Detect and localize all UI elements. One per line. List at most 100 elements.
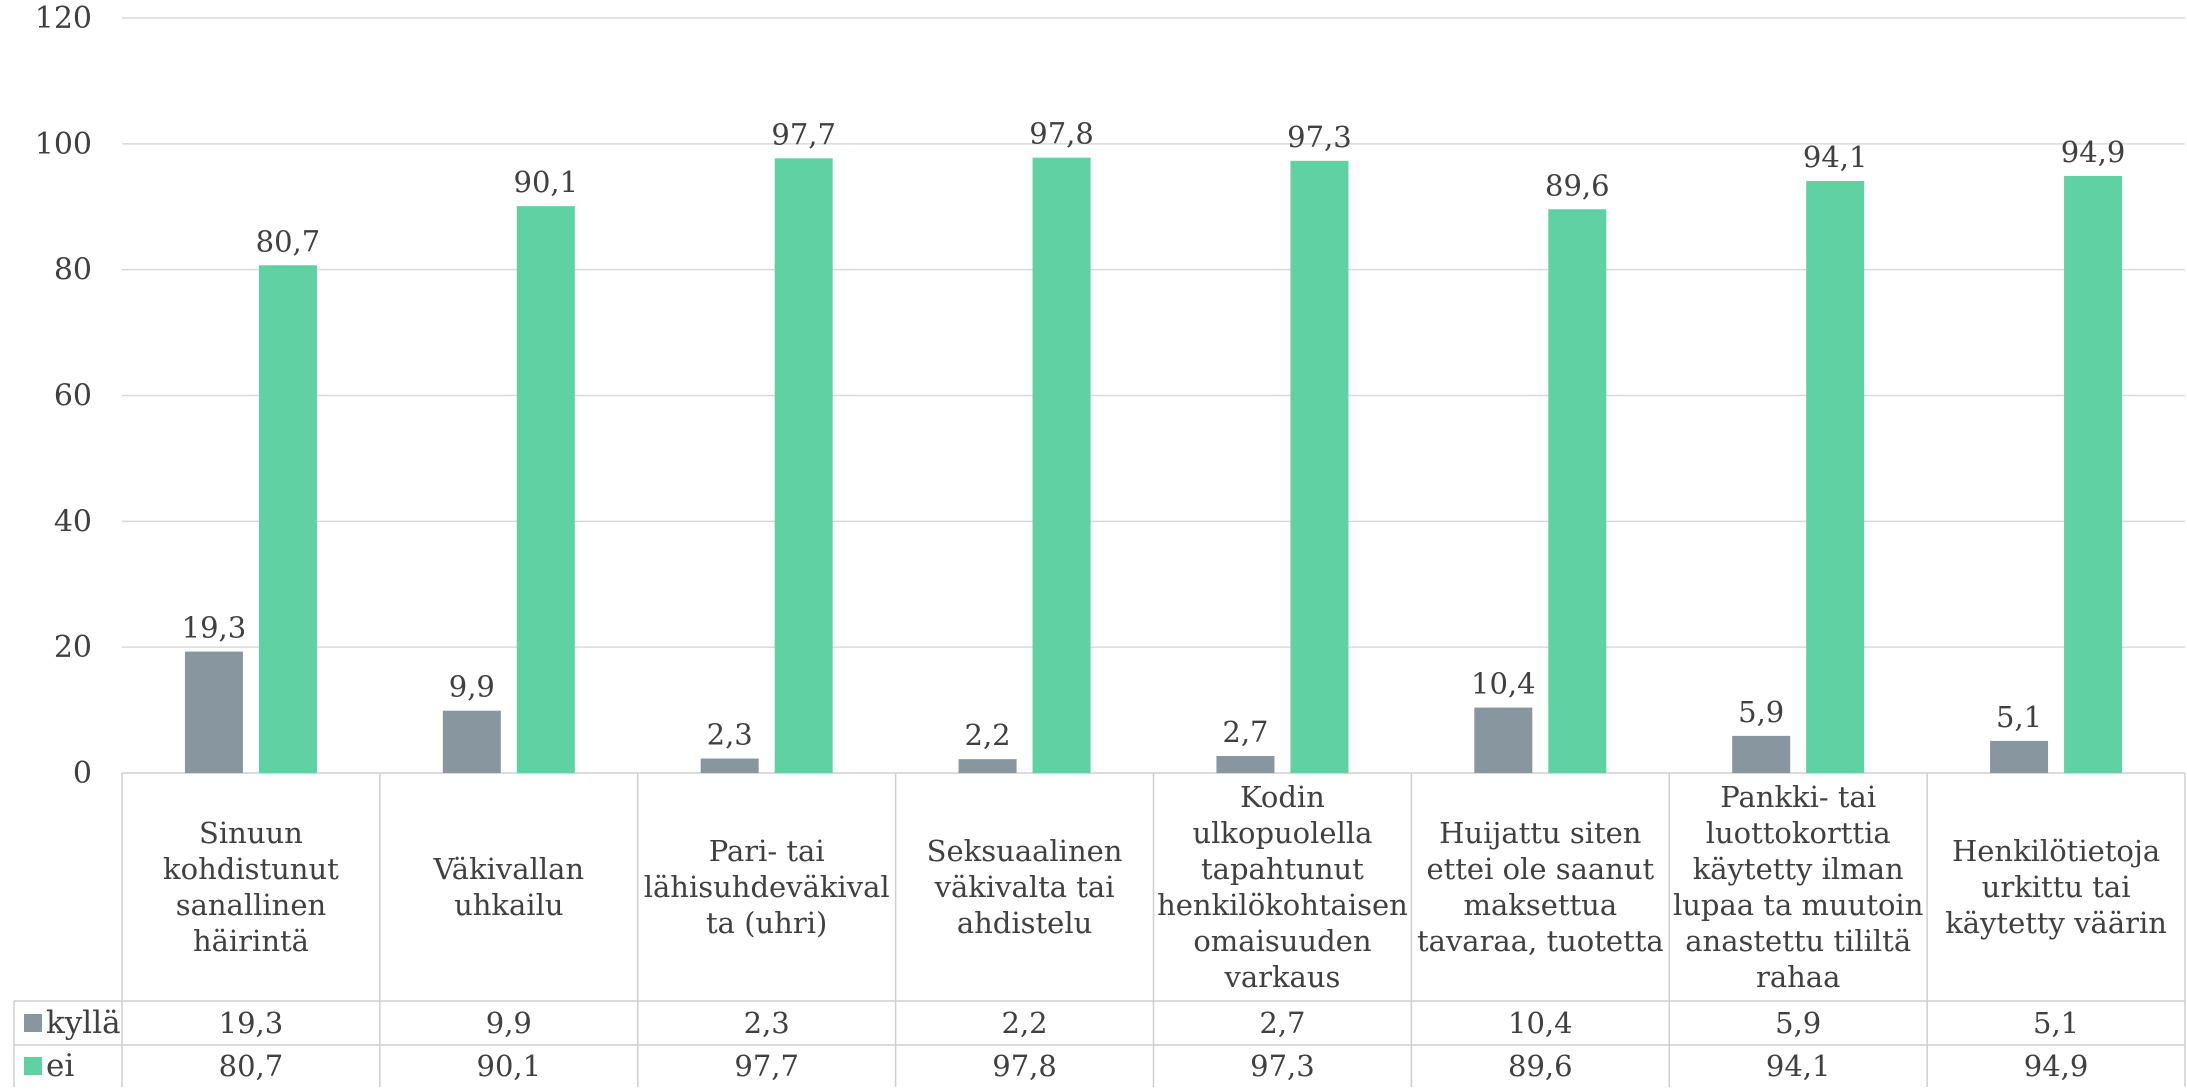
bar-ei [1032,157,1091,774]
category-label-line: urkittu tai [1982,870,2131,904]
category-label-line: ulkopuolella [1192,816,1372,850]
category-label: Henkilötietoja urkittu tai käytetty väärin [1945,834,2167,940]
y-tick-label: 80 [54,253,92,288]
category-label-line: uhkailu [454,888,563,922]
table-value: 2,7 [1259,1006,1305,1040]
bar-kyllä [700,758,759,773]
data-label: 5,1 [1996,700,2042,734]
bar-kyllä [442,710,501,773]
category-label-line: Väkivallan [433,852,585,886]
category-label-line: tapahtunut [1201,852,1364,886]
bar-ei [258,265,317,773]
category-label-line: luottokorttia [1706,816,1891,850]
table-value: 2,3 [744,1006,790,1040]
category-label-line: kohdistunut [163,852,339,886]
category-label-line: tavaraa, tuotetta [1417,924,1664,958]
category-label-line: häirintä [193,924,309,958]
category-label-line: sanallinen [176,888,326,922]
data-label: 2,2 [965,718,1011,752]
table-value: 97,8 [992,1049,1057,1083]
data-label: 97,3 [1287,120,1352,154]
category-label: Sinuun kohdistunut sanallinen häirintä [163,816,339,958]
table-value: 90,1 [477,1049,542,1083]
table-value: 94,9 [2024,1049,2089,1083]
category-label-line: käytetty ilman [1693,852,1904,886]
y-tick-label: 0 [73,756,92,791]
y-tick-label: 100 [35,127,92,162]
legend-label-kyllä: kyllä [46,1005,121,1041]
bar-kyllä [1990,740,2049,773]
category-label-line: anastettu tililtä [1685,924,1911,958]
category-label-line: varkaus [1223,960,1340,994]
bar-kyllä [1474,707,1533,773]
data-label: 97,8 [1029,117,1094,151]
bar-ei [1806,180,1865,773]
legend-key-kyllä [24,1014,42,1032]
legend-key-ei [24,1057,42,1075]
category-label-line: Pari- tai [709,834,825,868]
table-value: 97,3 [1250,1049,1315,1083]
category-label-line: henkilökohtaisen [1157,888,1408,922]
table-value: 5,9 [1775,1006,1821,1040]
table-value: 10,4 [1508,1006,1573,1040]
table-value: 9,9 [486,1006,532,1040]
bar-kyllä [958,759,1017,773]
table-value: 80,7 [219,1049,284,1083]
table-value: 89,6 [1508,1049,1573,1083]
category-label-line: lähisuhdeväkival [644,870,890,904]
data-label: 80,7 [256,224,321,258]
table-value: 19,3 [219,1006,284,1040]
data-label: 94,9 [2061,135,2126,169]
category-label-line: väkivalta tai [934,870,1115,904]
category-label: Väkivallan uhkailu [433,852,585,922]
bar-ei [1290,160,1349,774]
y-tick-label: 60 [54,379,92,414]
category-label: Seksuaalinen väkivalta tai ahdistelu [927,834,1123,940]
y-tick-label: 20 [54,630,92,665]
data-label: 94,1 [1803,140,1868,174]
category-label: Huijattu siten ettei ole saanut maksettua t… [1417,816,1664,958]
data-label: 9,9 [449,670,495,704]
category-label-line: käytetty väärin [1945,906,2167,940]
category-label-line: ahdistelu [957,906,1092,940]
data-label: 2,7 [1222,715,1268,749]
category-label-line: lupaa ta muutoin [1673,888,1923,922]
bar-ei [1548,209,1607,773]
data-label: 97,7 [771,117,836,151]
data-label: 19,3 [182,611,247,645]
bar-kyllä [184,651,243,773]
table-value: 94,1 [1766,1049,1831,1083]
bar-ei [516,206,575,773]
y-tick-label: 120 [35,1,92,36]
category-label-line: Huijattu siten [1439,816,1641,850]
category-label: Pankki- tai luottokorttia käytetty ilman lu… [1673,780,1923,994]
data-label: 10,4 [1471,667,1536,701]
category-label-line: maksettua [1463,888,1617,922]
category-label-line: ettei ole saanut [1426,852,1654,886]
bar-kyllä [1732,735,1791,773]
data-label: 90,1 [514,165,579,199]
category-label-line: ta (uhri) [706,906,827,940]
legend-label-ei: ei [46,1048,74,1084]
data-label: 89,6 [1545,168,1610,202]
category-label-line: omaisuuden [1193,924,1371,958]
data-label: 2,3 [707,718,753,752]
category-label-line: Henkilötietoja [1952,834,2160,868]
category-label: Kodin ulkopuolella tapahtunut henkilökohtai… [1157,780,1408,994]
data-label: 5,9 [1738,695,1784,729]
y-tick-label: 40 [54,504,92,539]
table-value: 97,7 [734,1049,799,1083]
category-label-line: rahaa [1756,960,1840,994]
category-label-line: Sinuun [199,816,303,850]
table-value: 2,2 [1002,1006,1048,1040]
category-label-line: Seksuaalinen [927,834,1123,868]
bar-kyllä [1216,756,1275,773]
table-value: 5,1 [2033,1006,2079,1040]
bar-ei [774,158,833,773]
category-label-line: Kodin [1240,780,1325,814]
bar-ei [2064,175,2123,773]
category-label: Pari- tai lähisuhdeväkival ta (uhri) [644,834,890,940]
category-label-line: Pankki- tai [1720,780,1876,814]
